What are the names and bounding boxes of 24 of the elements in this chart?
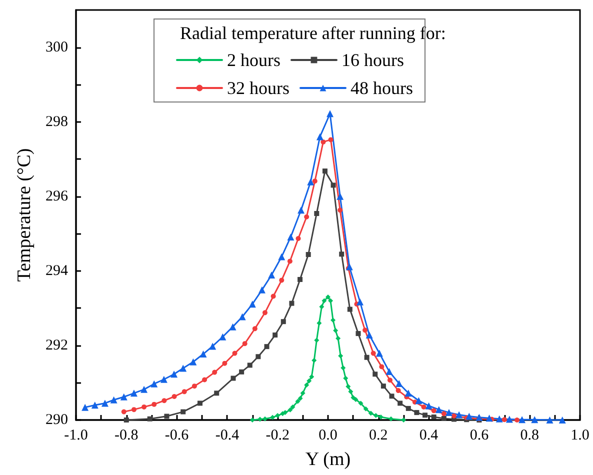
legend-label: 16 hours (342, 50, 404, 70)
x-tick-label: -1.0 (64, 428, 88, 444)
x-tick-label: -0.2 (266, 428, 290, 444)
y-tick-label: 300 (46, 39, 68, 56)
x-tick-label: -0.6 (164, 428, 190, 444)
x-tick-label: 0.8 (520, 428, 539, 444)
legend-label: 48 hours (350, 78, 413, 98)
y-tick-label: 298 (46, 114, 68, 130)
x-tick-label: -0.8 (114, 428, 138, 444)
y-tick-label: 294 (46, 262, 68, 279)
x-tick-label: -0.4 (215, 428, 240, 444)
x-tick-label: 0.0 (318, 428, 338, 444)
legend-title: Radial temperature after running for: (180, 23, 446, 43)
y-tick-label: 292 (46, 337, 68, 354)
x-tick-label: 0.2 (369, 428, 388, 444)
legend-label: 32 hours (227, 78, 290, 98)
x-axis-title: Y (m) (305, 449, 351, 470)
y-tick-label: 290 (46, 412, 68, 428)
x-tick-label: 0.6 (470, 428, 490, 444)
legend-label: 2 hours (227, 50, 280, 70)
y-tick-label: 296 (46, 188, 68, 204)
x-tick-label: 0.4 (419, 428, 439, 444)
y-axis-title: Temperature (°C) (14, 148, 35, 282)
x-tick-label: 1.0 (570, 428, 590, 444)
